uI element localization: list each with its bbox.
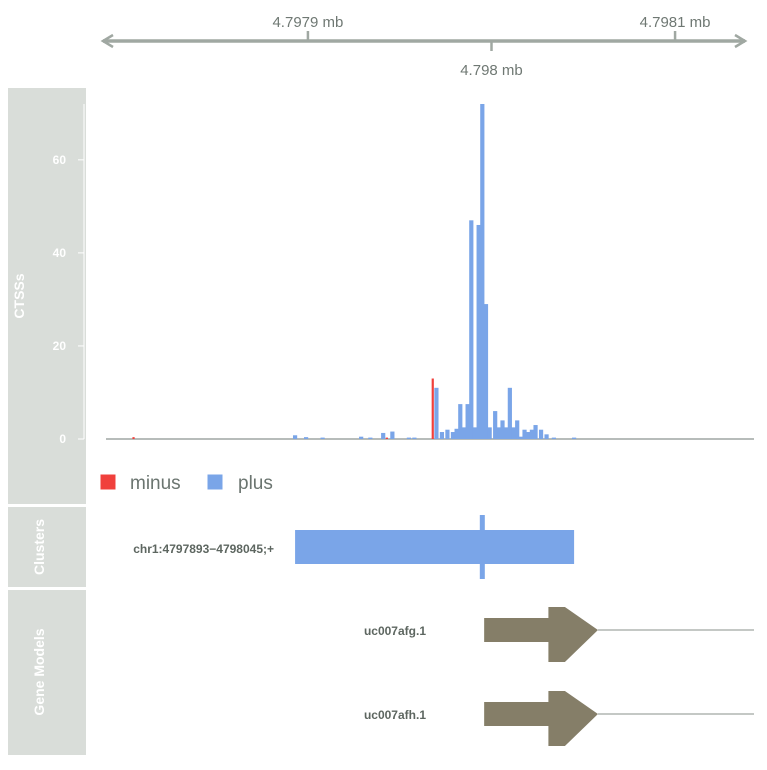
clusters-track-title: Clusters [31,519,47,575]
plus-strand-bar [515,420,520,439]
plus-strand-bar [544,434,549,439]
plus-strand-bar [572,437,577,439]
ctss-y-tick-label: 0 [59,432,66,446]
legend-label-minus: minus [130,473,181,494]
legend-swatch-plus [206,473,224,491]
minus-strand-bar [431,378,434,439]
plus-strand-bar [461,427,467,439]
legend-label-plus: plus [238,473,273,494]
plus-strand-bar [439,432,445,439]
plus-strand-bar [445,429,450,439]
gene-models-track-panel [8,590,86,755]
plus-strand-bar [507,387,512,439]
plus-strand-bar [538,429,544,439]
plus-strand-bar [390,431,395,439]
plus-strand-bar [522,429,527,439]
plus-strand-bar [434,387,439,439]
plus-strand-bar [412,437,417,439]
gene-models-track: uc007afg.1 uc007afh.1 [364,607,754,746]
ctss-y-tick-label: 60 [53,153,67,167]
plus-strand-bar [533,425,538,439]
gene-label: uc007afg.1 [364,624,426,638]
plus-strand-bar [511,427,516,439]
plus-strand-bar [465,404,470,439]
genome-axis-tick-label: 4.798 mb [460,62,523,79]
genome-axis-ticks: 4.7979 mb 4.798 mb 4.7981 mb [272,14,710,79]
plus-strand-bar [292,435,298,439]
gene-models-track-title: Gene Models [31,628,47,715]
plus-strand-bar [320,437,325,439]
plus-strand-bar [551,437,557,439]
plus-strand-bar [303,437,309,439]
plus-strand-bar [359,436,364,439]
strand-legend: minus plus [99,473,273,494]
plus-strand-bar [472,427,478,439]
plus-strand-bar [454,428,459,439]
minus-strand-bar [385,437,388,439]
gene-model: uc007afg.1 [364,607,754,662]
legend-swatch-minus [99,473,117,491]
gene-model: uc007afh.1 [364,691,754,746]
gene-exon-arrow [484,607,598,662]
plus-strand-bar [529,429,534,439]
plus-strand-bar [458,404,463,439]
plus-strand-bar [469,220,474,439]
gene-label: uc007afh.1 [364,708,426,722]
plus-strand-bar [518,436,523,439]
genome-axis-left-arrow [100,33,114,49]
clusters-track: chr1:4797893−4798045;+ [133,515,575,579]
clusters-track-panel [8,507,86,587]
plus-strand-bar [504,427,509,439]
ctss-track-panel [8,88,86,504]
cluster-dominant-ctss [479,515,485,579]
plus-strand-bar [500,420,505,439]
plus-strand-bar [450,432,456,439]
plus-strand-bar [483,304,489,439]
cluster-label: chr1:4797893−4798045;+ [133,542,274,556]
plus-strand-bar [487,427,492,439]
ctss-track-title: CTSSs [11,273,27,318]
genome-axis-tick-label: 4.7981 mb [640,14,711,31]
plus-strand-bar [381,432,386,439]
genome-axis-right-arrow [734,33,748,49]
genome-axis-tick-label: 4.7979 mb [272,14,343,31]
ctss-y-tick-label: 40 [53,246,67,260]
ctss-y-axis: 0 20 40 60 [53,104,85,446]
plus-strand-bar [493,411,498,439]
plus-strand-bar [368,437,373,439]
cluster-region [295,530,575,564]
plus-strand-bar [496,427,501,439]
minus-strand-bar [132,437,135,439]
plus-strand-bar [480,104,485,439]
genome-axis: 4.7979 mb 4.798 mb 4.7981 mb [100,14,748,79]
plus-strand-bar [526,432,531,439]
ctss-y-tick-label: 20 [53,339,67,353]
gene-exon-arrow [484,691,598,746]
plus-strand-bar [476,224,481,439]
ctss-bars [132,104,577,439]
plus-strand-bar [406,437,411,439]
